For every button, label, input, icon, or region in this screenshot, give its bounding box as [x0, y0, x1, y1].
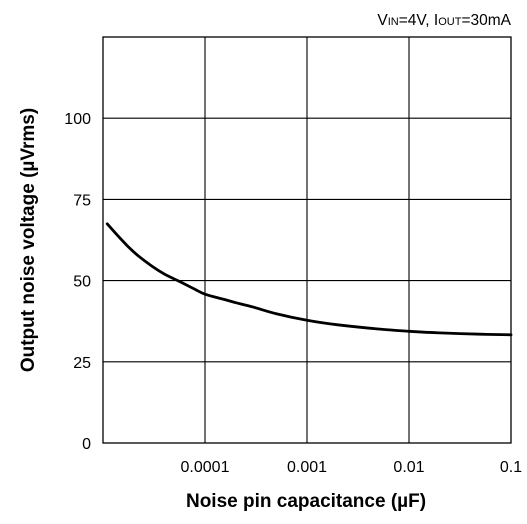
- series-layer: [105, 222, 513, 337]
- x-tick-label: 0.01: [393, 459, 424, 476]
- y-tick-label: 100: [64, 111, 91, 128]
- y-tick-label: 75: [73, 192, 91, 209]
- test-condition-label: VIN=4V, IOUT=30mA: [377, 12, 511, 29]
- x-axis-title: Noise pin capacitance (µF): [186, 491, 426, 512]
- tick-labels: 0.0001 0.001 0.01 0.1 0 25 50 75 100: [64, 111, 522, 476]
- x-tick-label: 0.0001: [181, 459, 230, 476]
- x-tick-label: 0.001: [287, 459, 327, 476]
- noise-voltage-curve: [105, 222, 513, 337]
- y-axis-title: Output noise voltage (µVrms): [18, 108, 39, 372]
- y-tick-label: 50: [73, 274, 91, 291]
- plot-frame: [102, 36, 512, 444]
- grid-lines: [103, 37, 511, 443]
- y-tick-label: 0: [82, 436, 91, 453]
- x-tick-label: 0.1: [500, 459, 522, 476]
- y-tick-label: 25: [73, 355, 91, 372]
